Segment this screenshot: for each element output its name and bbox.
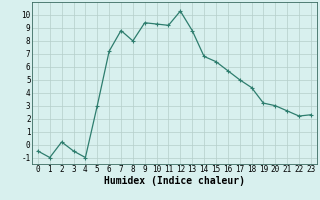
X-axis label: Humidex (Indice chaleur): Humidex (Indice chaleur) <box>104 176 245 186</box>
